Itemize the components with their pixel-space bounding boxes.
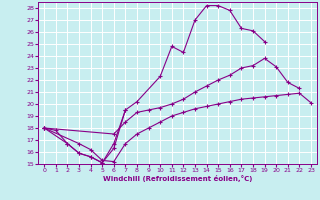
- X-axis label: Windchill (Refroidissement éolien,°C): Windchill (Refroidissement éolien,°C): [103, 175, 252, 182]
